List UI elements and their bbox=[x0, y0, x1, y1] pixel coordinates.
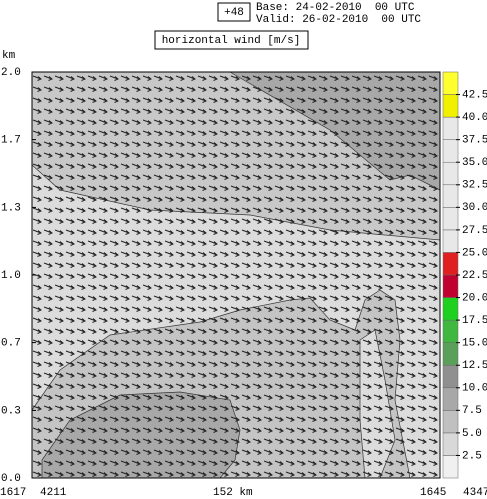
colorbar-segment bbox=[442, 342, 459, 366]
colorbar-segment bbox=[442, 387, 459, 411]
colorbar-tick-label: 10.0 bbox=[462, 383, 487, 395]
colorbar-tick-label: 40.0 bbox=[462, 112, 487, 124]
colorbar-segment bbox=[442, 432, 459, 456]
colorbar-tick-label: 32.5 bbox=[462, 180, 487, 192]
chart-title: horizontal wind [m/s] bbox=[162, 35, 301, 47]
valid-time: Valid: 26-02-2010 00 UTC bbox=[256, 14, 421, 26]
y-tick-label: 0.7 bbox=[1, 338, 21, 350]
colorbar-tick-label: 35.0 bbox=[462, 157, 487, 169]
colorbar-segment bbox=[442, 364, 459, 389]
x-label: 4211 bbox=[40, 487, 67, 499]
colorbar-segment bbox=[442, 139, 459, 163]
colorbar-tick-label: 17.5 bbox=[462, 315, 487, 327]
colorbar-tick-label: 42.5 bbox=[462, 89, 487, 101]
colorbar-tick-label: 12.5 bbox=[462, 360, 487, 372]
colorbar-segment bbox=[442, 455, 459, 479]
step-box bbox=[217, 2, 251, 22]
colorbar-segment bbox=[442, 274, 459, 298]
y-tick-label: 2.0 bbox=[1, 67, 21, 79]
colorbar-segment bbox=[442, 71, 459, 95]
colorbar-segment bbox=[442, 319, 459, 343]
colorbar-segment bbox=[442, 94, 459, 118]
colorbar-tick-label: 20.0 bbox=[462, 292, 487, 304]
colorbar-tick-label: 37.5 bbox=[462, 135, 487, 147]
colorbar-tick-label: 7.5 bbox=[462, 405, 482, 417]
colorbar-segment bbox=[442, 297, 459, 321]
colorbar-tick-label: 27.5 bbox=[462, 225, 487, 237]
forecast-step: +48 bbox=[224, 7, 244, 19]
y-axis-label: km bbox=[2, 50, 16, 62]
colorbar-tick-label: 15.0 bbox=[462, 338, 487, 350]
colorbar-segment bbox=[442, 207, 459, 231]
y-tick-label: 1.7 bbox=[1, 135, 21, 147]
colorbar-segment bbox=[442, 410, 459, 434]
colorbar-segment bbox=[442, 184, 459, 208]
colorbar-tick-label: 2.5 bbox=[462, 450, 482, 462]
colorbar-tick-label: 5.0 bbox=[462, 428, 482, 440]
colorbar-tick-label: 25.0 bbox=[462, 247, 487, 259]
colorbar-tick-label: 22.5 bbox=[462, 270, 487, 282]
x-label: 1617 bbox=[0, 487, 26, 499]
y-tick-label: 0.3 bbox=[1, 405, 21, 417]
colorbar-segment bbox=[442, 161, 459, 186]
x-label: 4347 bbox=[463, 487, 487, 499]
colorbar-segment bbox=[442, 252, 459, 276]
x-label: 152 km bbox=[213, 487, 253, 499]
y-tick-label: 1.0 bbox=[1, 270, 21, 282]
y-tick-label: 1.3 bbox=[1, 202, 21, 214]
x-label: 1645 bbox=[420, 487, 446, 499]
colorbar-tick-label: 30.0 bbox=[462, 202, 487, 214]
colorbar-segment bbox=[442, 116, 459, 140]
wind-arrows bbox=[32, 72, 440, 478]
title-box bbox=[154, 30, 309, 50]
y-tick-label: 0.0 bbox=[1, 473, 21, 485]
colorbar-segment bbox=[442, 229, 459, 253]
base-time: Base: 24-02-2010 00 UTC bbox=[256, 2, 415, 14]
